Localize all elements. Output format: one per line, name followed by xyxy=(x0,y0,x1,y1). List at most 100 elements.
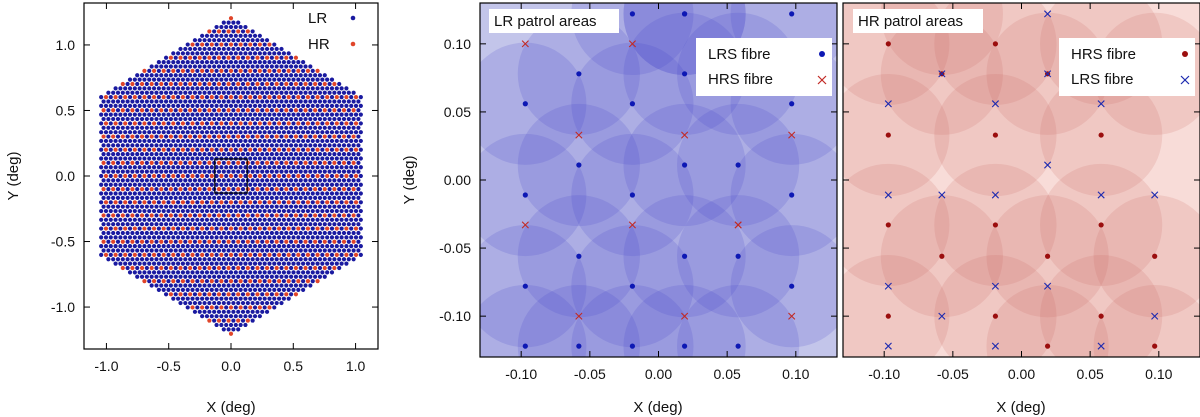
p1-lr-point xyxy=(190,261,195,266)
p1-lr-point xyxy=(125,248,130,253)
p1-lr-point xyxy=(185,103,190,108)
p1-lr-point xyxy=(250,178,255,183)
p3-primary-fibre xyxy=(1098,313,1104,319)
p1-hr-point xyxy=(103,200,109,205)
p1-hr-point xyxy=(255,187,260,192)
p1-lr-point xyxy=(310,103,315,108)
p1-lr-point xyxy=(212,265,217,271)
p1-lr-point xyxy=(346,108,351,113)
p1-lr-point xyxy=(166,191,171,196)
p1-lr-point xyxy=(147,200,152,205)
p1-lr-point xyxy=(322,195,327,201)
p1-lr-point xyxy=(310,138,315,144)
p1-lr-point xyxy=(149,204,154,209)
p1-lr-point xyxy=(127,208,133,214)
p1-lr-point xyxy=(260,300,265,306)
p1-lr-point xyxy=(264,309,270,314)
p1-lr-point xyxy=(127,217,133,222)
p1-hr-point xyxy=(315,226,320,231)
p1-lr-point xyxy=(346,222,351,227)
p1-lr-point xyxy=(233,235,238,240)
p1-lr-point xyxy=(166,261,171,266)
p1-lr-point xyxy=(298,230,303,236)
p1-lr-point xyxy=(250,230,255,236)
p1-lr-point xyxy=(252,147,258,152)
p1-lr-point xyxy=(240,292,246,297)
p1-hr-point xyxy=(315,252,320,257)
p1-lr-point xyxy=(293,64,299,69)
p1-lr-point xyxy=(310,130,315,135)
p1-lr-point xyxy=(185,173,190,179)
p1-lr-point xyxy=(281,226,286,231)
p1-lr-point xyxy=(111,248,116,253)
p1-hr-point xyxy=(228,95,234,100)
p1-lr-point xyxy=(301,182,306,187)
p1-lr-point xyxy=(219,244,224,249)
p2-primary-fibre xyxy=(576,343,582,349)
p1-lr-point xyxy=(166,77,171,82)
p1-lr-point xyxy=(260,169,265,174)
p3-x-tick-label: -0.10 xyxy=(868,366,900,382)
p3-secondary-fibre xyxy=(1151,312,1159,320)
p3-primary-fibre xyxy=(1044,253,1051,259)
p1-lr-point xyxy=(185,217,190,222)
p1-lr-point xyxy=(137,252,142,257)
p1-lr-point xyxy=(197,99,202,104)
p1-lr-point xyxy=(147,165,152,170)
p1-hr-point xyxy=(130,81,135,87)
p1-lr-point xyxy=(224,86,229,91)
p1-lr-point xyxy=(308,151,313,157)
p1-lr-point xyxy=(192,143,198,148)
p1-lr-point xyxy=(327,265,332,271)
p1-hr-point xyxy=(344,147,349,152)
p1-lr-point xyxy=(243,235,248,240)
p1-lr-point xyxy=(349,138,354,144)
p1-lr-point xyxy=(183,222,188,227)
p1-lr-point xyxy=(301,252,306,257)
p1-lr-point xyxy=(197,116,202,122)
p1-hr-point xyxy=(113,95,118,100)
p1-lr-point xyxy=(279,125,284,130)
p1-lr-point xyxy=(233,208,238,214)
p1-lr-point xyxy=(308,204,313,209)
p1-lr-point xyxy=(185,68,190,73)
p1-lr-point xyxy=(272,138,277,144)
p1-lr-point xyxy=(197,125,202,130)
p1-hr-point xyxy=(257,121,262,126)
p1-lr-point xyxy=(320,261,325,266)
p1-hr-point xyxy=(188,265,193,271)
p1-lr-point xyxy=(154,230,159,236)
p1-lr-point xyxy=(245,90,250,95)
p1-lr-point xyxy=(296,261,301,266)
p1-lr-point xyxy=(272,42,277,47)
p1-lr-point xyxy=(269,90,274,95)
p1-lr-point xyxy=(291,191,296,196)
p1-lr-point xyxy=(178,283,183,288)
p1-lr-point xyxy=(192,151,198,157)
p1-hr-point xyxy=(334,95,339,100)
p3-primary-fibre xyxy=(885,132,891,138)
p1-lr-point xyxy=(214,86,219,91)
p1-lr-point xyxy=(257,138,262,144)
p1-lr-point xyxy=(344,112,349,117)
p1-lr-point xyxy=(231,327,236,332)
p1-hr-point xyxy=(313,213,318,218)
p1-hr-point xyxy=(209,68,214,73)
p1-lr-point xyxy=(250,222,255,227)
p1-lr-point xyxy=(130,143,135,148)
p1-lr-point xyxy=(358,112,363,117)
p1-lr-point xyxy=(267,165,272,170)
p1-hr-point xyxy=(188,81,193,87)
p1-lr-point xyxy=(226,309,231,314)
p1-lr-point xyxy=(298,151,303,157)
p1-lr-point xyxy=(195,138,200,144)
p1-hr-point xyxy=(286,252,291,257)
p1-lr-point xyxy=(190,112,195,117)
p1-lr-point xyxy=(349,112,354,117)
p1-lr-point xyxy=(279,90,284,95)
p1-hr-point xyxy=(303,187,308,192)
p1-lr-point xyxy=(332,90,337,95)
p1-y-tick-label: 0.0 xyxy=(56,168,76,184)
p1-lr-point xyxy=(142,86,147,91)
p1-lr-point xyxy=(154,160,159,165)
